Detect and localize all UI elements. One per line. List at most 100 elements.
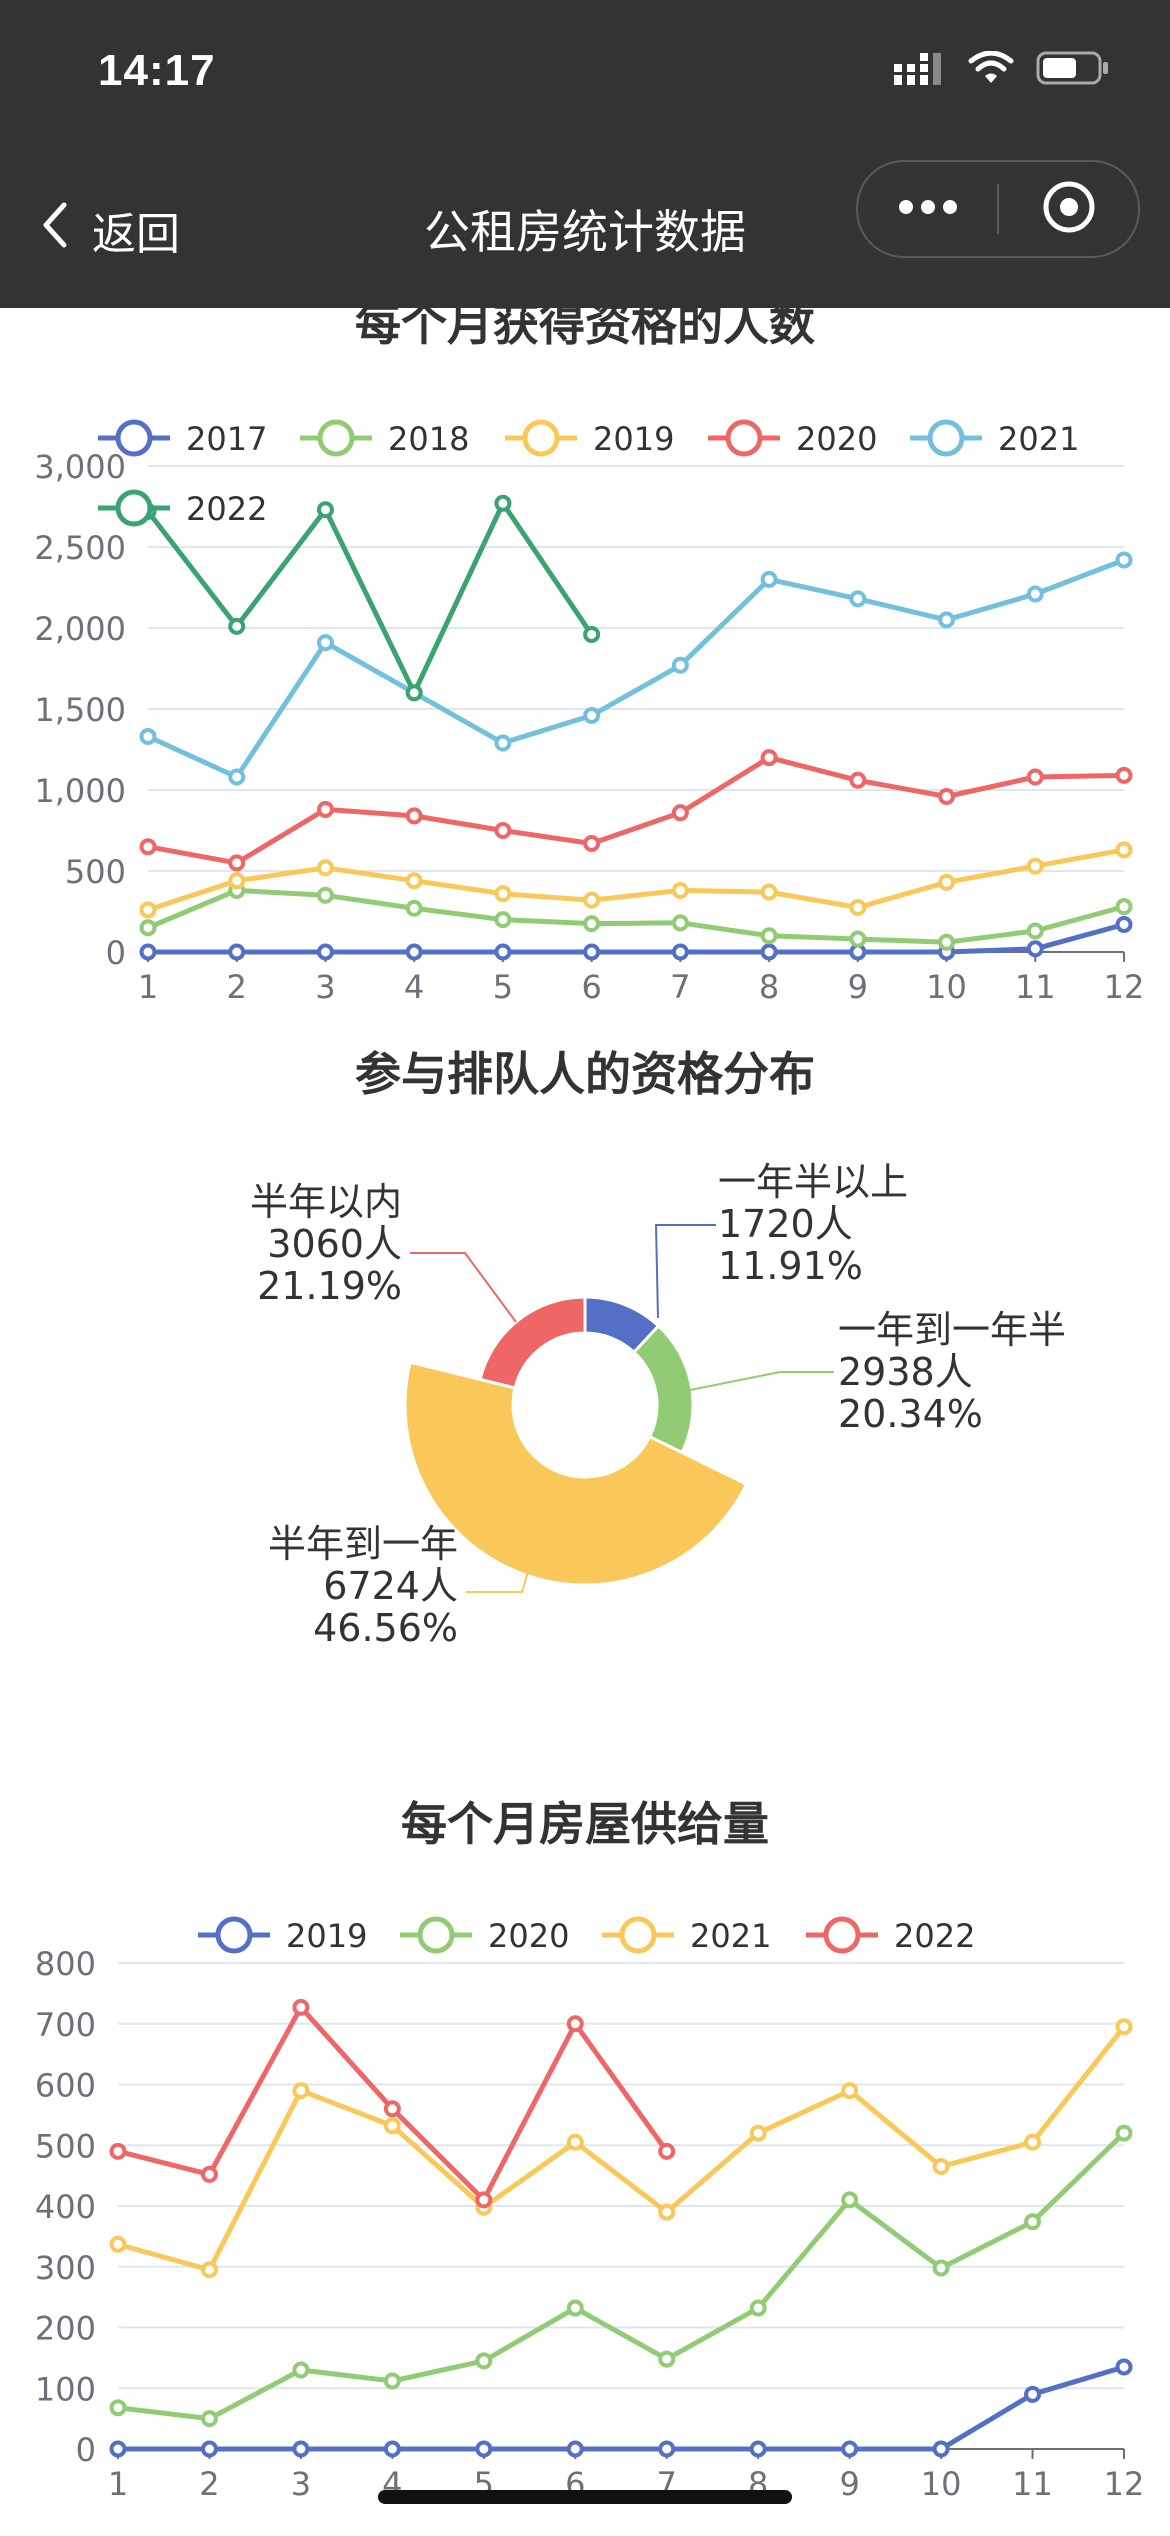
chart3-point-2020 xyxy=(566,2299,584,2317)
page-title: 公租房统计数据 xyxy=(424,205,746,259)
chart3-point-2020 xyxy=(109,2399,127,2417)
chart3-point-2022 xyxy=(566,2015,584,2033)
chart1-legend-label-2022: 2022 xyxy=(186,490,267,528)
battery-icon xyxy=(1036,50,1110,90)
chart1-legend-label-2019: 2019 xyxy=(593,420,674,458)
back-label: 返回 xyxy=(92,209,180,260)
chart1-point-2017 xyxy=(1026,940,1044,958)
chart1-point-2018 xyxy=(938,933,956,951)
chart3-legend-marker-2022 xyxy=(823,1916,861,1954)
chart3-point-2021 xyxy=(841,2082,859,2100)
chart1-point-2022 xyxy=(405,684,423,702)
chart1-ytick-label: 500 xyxy=(65,853,126,891)
more-button[interactable] xyxy=(858,162,997,256)
chart1-point-2020 xyxy=(494,822,512,839)
chart3-point-2021 xyxy=(566,2133,584,2151)
chart1-xtick-label: 5 xyxy=(493,968,513,1006)
more-dots-icon xyxy=(898,197,958,221)
chart3-xtick-label: 9 xyxy=(839,2465,859,2503)
chart1-legend-label-2021: 2021 xyxy=(998,420,1079,458)
chart1-point-2018 xyxy=(405,899,423,917)
chart3-legend-label-2021: 2021 xyxy=(690,1917,771,1955)
chart1-point-2019 xyxy=(1115,841,1133,859)
chart3-point-2020 xyxy=(200,2410,218,2428)
chart1-point-2022 xyxy=(228,617,246,635)
chart3-ytick-label: 300 xyxy=(35,2249,96,2287)
chevron-left-icon xyxy=(40,201,70,260)
app-header: 14:17 xyxy=(0,0,1170,308)
chart3-legend-marker-2020 xyxy=(417,1916,455,1954)
chart3-series-line-2021 xyxy=(117,2025,1126,2273)
chart3-point-2019 xyxy=(475,2440,493,2458)
chart1-point-2021 xyxy=(583,706,601,724)
chart1-point-2017 xyxy=(1115,915,1133,933)
chart3-xtick-label: 2 xyxy=(199,2465,219,2503)
chart1-point-2020 xyxy=(760,749,778,767)
mini-program-capsule xyxy=(856,160,1140,258)
chart3-point-2022 xyxy=(292,1998,310,2016)
chart1-ytick-label: 1,500 xyxy=(34,691,126,729)
chart1-xtick-label: 11 xyxy=(1015,968,1056,1006)
donut-label-percent-4: 21.19% xyxy=(257,1264,402,1308)
chart1-xtick-label: 1 xyxy=(138,968,158,1006)
chart3-point-2020 xyxy=(658,2350,676,2368)
chart3-point-2021 xyxy=(383,2117,401,2135)
status-icons xyxy=(894,50,1110,90)
chart3-ytick-label: 500 xyxy=(35,2127,96,2165)
capsule-divider xyxy=(997,184,999,234)
chart1-point-2019 xyxy=(760,883,778,901)
chart3-xtick-label: 12 xyxy=(1104,2465,1145,2503)
chart3-point-2020 xyxy=(475,2352,493,2370)
chart1-point-2018 xyxy=(494,911,512,929)
chart1-point-2019 xyxy=(938,873,956,891)
chart1-series-line-2022 xyxy=(146,500,594,696)
chart3-point-2021 xyxy=(200,2261,218,2279)
chart3-point-2020 xyxy=(383,2372,401,2390)
chart1-point-2020 xyxy=(671,804,689,822)
chart1-legend-label-2017: 2017 xyxy=(186,420,267,458)
donut-label-percent-3: 46.56% xyxy=(313,1606,458,1650)
chart1-point-2017 xyxy=(760,943,778,961)
chart3-series-line-2020 xyxy=(117,2131,1126,2422)
chart1-point-2018 xyxy=(1115,898,1133,916)
chart1-point-2021 xyxy=(316,634,334,652)
donut-label-name-3: 半年到一年 xyxy=(268,1522,458,1566)
chart1-point-2021 xyxy=(139,728,157,746)
donut-slice-4 xyxy=(478,1295,587,1390)
chart3-point-2021 xyxy=(749,2124,767,2142)
target-circle-icon xyxy=(1041,179,1097,239)
wifi-icon xyxy=(968,50,1014,89)
chart3-point-2022 xyxy=(475,2191,493,2209)
chart3-point-2020 xyxy=(932,2259,950,2277)
chart3-point-2021 xyxy=(292,2082,310,2100)
chart1-ytick-label: 2,000 xyxy=(34,610,126,648)
chart1-point-2021 xyxy=(228,768,246,786)
donut-slice-3 xyxy=(403,1360,749,1587)
chart1-point-2018 xyxy=(316,886,334,904)
chart3-point-2022 xyxy=(200,2165,218,2183)
donut-label-line-1 xyxy=(654,1224,716,1319)
chart1-xtick-label: 2 xyxy=(227,968,247,1006)
chart1-series-line-2020 xyxy=(147,755,1125,866)
chart3-point-2020 xyxy=(749,2299,767,2317)
chart1-point-2020 xyxy=(1026,768,1044,786)
close-miniprogram-button[interactable] xyxy=(999,162,1138,256)
chart3-xtick-label: 11 xyxy=(1012,2465,1053,2503)
chart1-legend-label-2020: 2020 xyxy=(796,420,877,458)
chart1-point-2017 xyxy=(405,943,423,961)
chart1-xtick-label: 8 xyxy=(759,968,779,1006)
chart3-point-2019 xyxy=(566,2440,584,2458)
chart1-point-2021 xyxy=(849,590,867,608)
back-button[interactable]: 返回 xyxy=(40,198,180,262)
navigation-bar: 返回 公租房统计数据 xyxy=(0,160,1170,290)
chart3-point-2019 xyxy=(383,2440,401,2458)
chart1-series-line-2019 xyxy=(147,847,1125,913)
chart1-point-2020 xyxy=(316,800,334,818)
donut-label-count-4: 3060人 xyxy=(267,1222,402,1266)
donut-label-count-3: 6724人 xyxy=(323,1564,458,1608)
donut-label-name-2: 一年到一年半 xyxy=(838,1308,1066,1352)
chart3-point-2019 xyxy=(292,2440,310,2458)
donut-label-name-4: 半年以内 xyxy=(250,1180,402,1224)
chart3-point-2021 xyxy=(109,2235,127,2253)
